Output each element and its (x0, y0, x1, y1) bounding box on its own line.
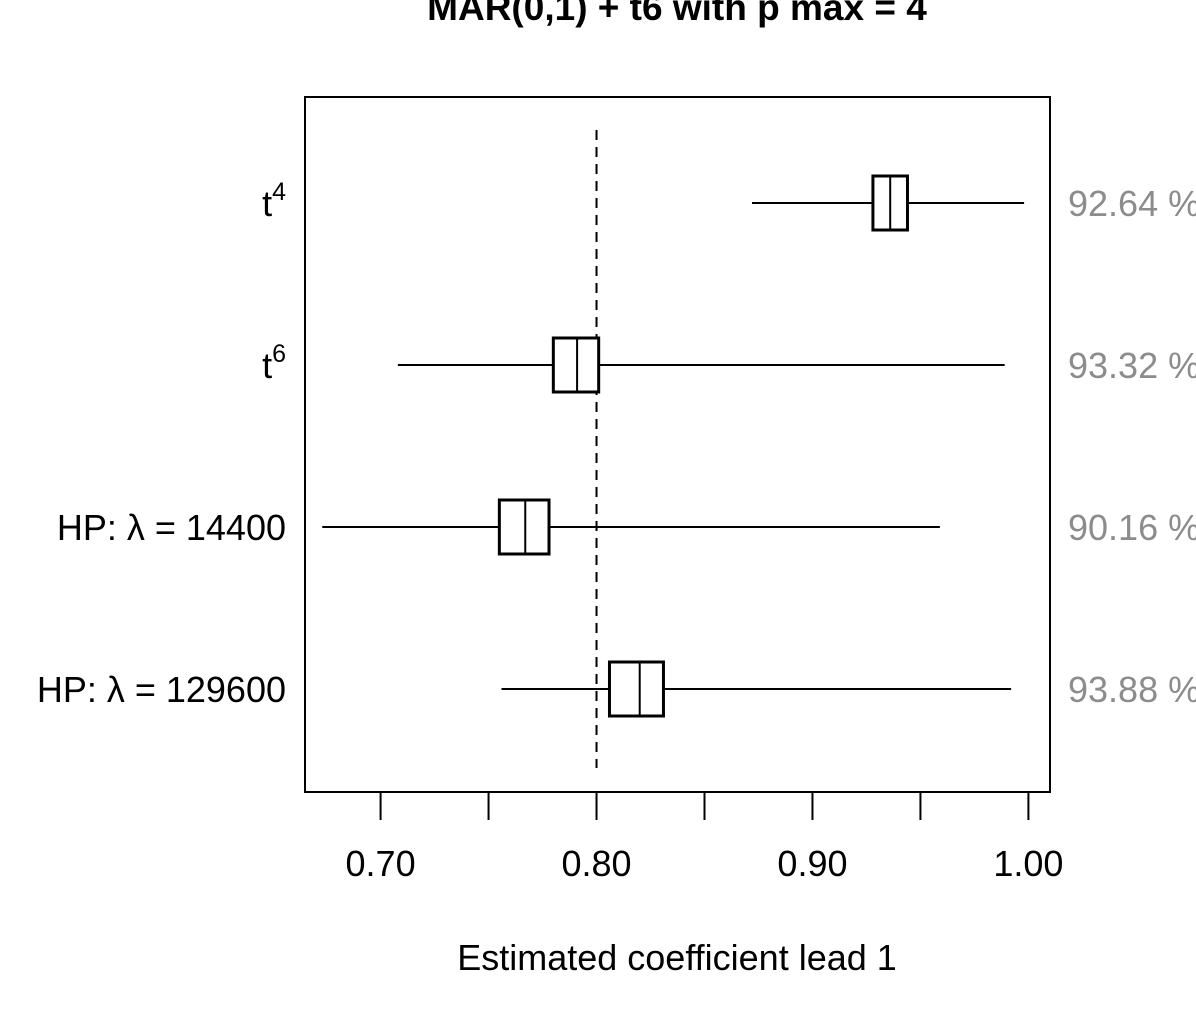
coverage-label: 90.16 % (1068, 507, 1196, 548)
x-tick-label: 0.90 (777, 843, 847, 884)
estimate-row: HP: λ = 129600 93.88 % (37, 660, 1196, 718)
row-label-superscript: 4 (272, 178, 286, 206)
estimate-box (551, 336, 601, 394)
x-tick-label: 0.70 (346, 843, 416, 884)
row-label: t4 (262, 178, 286, 224)
estimate-rows: t4 92.64 %t6 93.32 %HP: λ = 14400 90.16 %HP… (37, 174, 1196, 718)
x-tick-label: 1.00 (993, 843, 1063, 884)
row-label: HP: λ = 129600 (37, 669, 286, 710)
coverage-label: 93.32 % (1068, 345, 1196, 386)
row-label-text: HP: λ = 129600 (37, 669, 286, 710)
row-label-superscript: 6 (272, 340, 286, 368)
estimate-row: HP: λ = 14400 90.16 % (57, 498, 1196, 556)
estimate-row: t6 93.32 % (262, 336, 1196, 394)
row-label: HP: λ = 14400 (57, 507, 286, 548)
x-tick-label: 0.80 (561, 843, 631, 884)
estimate-box (607, 660, 665, 718)
coverage-label: 92.64 % (1068, 183, 1196, 224)
estimate-box (497, 498, 551, 556)
x-axis-title: Estimated coefficient lead 1 (457, 937, 897, 978)
plot-frame (304, 96, 1051, 793)
chart-title: MAR(0,1) + t6 with p max = 4 (427, 0, 927, 28)
row-label: t6 (262, 340, 286, 386)
estimate-row: t4 92.64 % (262, 174, 1196, 232)
row-label-text: t (262, 345, 272, 386)
coverage-label: 93.88 % (1068, 669, 1196, 710)
row-label-text: t (262, 183, 272, 224)
x-axis: 0.70 0.80 0.90 1.00 (346, 792, 1063, 884)
row-label-text: HP: λ = 14400 (57, 507, 286, 548)
